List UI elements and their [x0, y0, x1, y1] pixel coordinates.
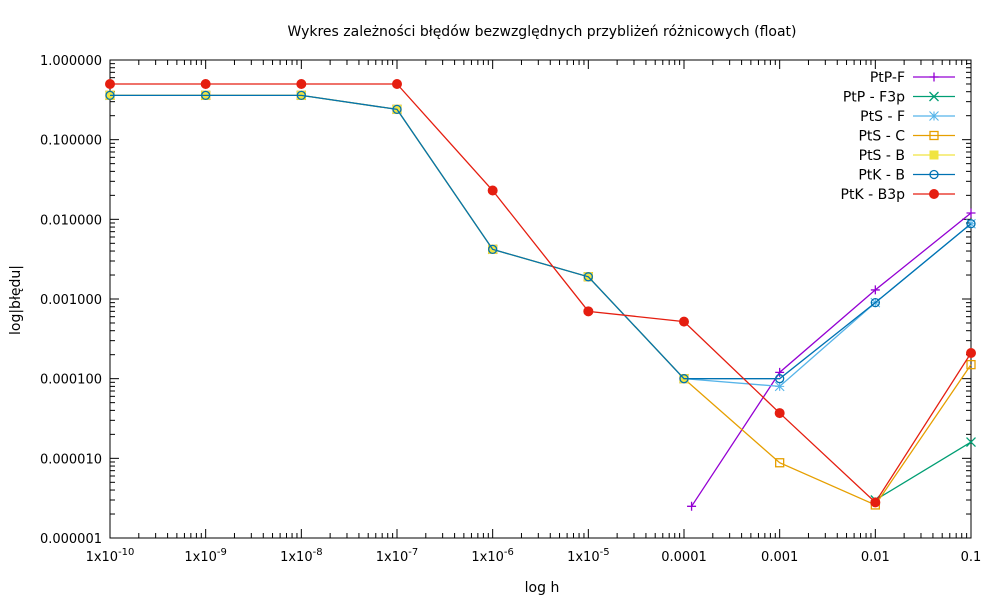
legend-item: PtK - B3p — [841, 187, 955, 203]
series-group — [105, 78, 976, 511]
x-tick-base: 0.0001 — [661, 550, 707, 565]
legend: PtP-F PtP - F3p PtS - F PtS - C PtS - B PtK -… — [841, 70, 955, 203]
data-point — [392, 78, 402, 89]
data-point — [774, 381, 785, 392]
x-tick-label: 1x10-5 — [567, 547, 610, 565]
data-point — [870, 297, 880, 308]
axes: 1.000000 0.100000 0.010000 0.001000 0.000100… — [40, 54, 981, 565]
series-line — [110, 94, 972, 380]
x-tick-label: 0.001 — [761, 550, 798, 565]
x-tick-label: 1x10-10 — [86, 547, 135, 565]
data-point — [488, 244, 498, 254]
x-tick-base: 1x10 — [184, 550, 217, 565]
legend-marker — [929, 72, 939, 82]
data-point — [583, 306, 594, 317]
data-point — [775, 458, 785, 468]
x-tick-label: 1x10-7 — [376, 547, 419, 565]
x-tick-label: 1x10-9 — [184, 547, 227, 565]
legend-item: PtS - C — [858, 129, 955, 145]
x-tick-label: 1x10-6 — [471, 547, 513, 565]
data-point — [583, 272, 593, 282]
data-point — [966, 218, 976, 229]
data-point — [201, 90, 211, 100]
chart-title: Wykres zależności błędów bezwzględnych p… — [287, 24, 796, 40]
legend-item: PtK - B — [858, 168, 955, 184]
legend-label: PtK - B — [858, 168, 905, 184]
x-tick-label: 1x10-8 — [280, 547, 323, 565]
legend-label: PtS - F — [860, 109, 905, 125]
data-point — [392, 104, 402, 115]
series-ptk-b — [105, 90, 976, 384]
data-point — [966, 208, 976, 218]
data-point — [296, 90, 306, 100]
x-tick-exponent: -5 — [600, 547, 610, 558]
x-tick-exponent: -7 — [408, 547, 418, 558]
x-tick-base: 0.1 — [961, 550, 982, 565]
x-tick-base: 0.001 — [761, 550, 798, 565]
y-tick-label: 0.001000 — [40, 293, 102, 308]
legend-label: PtS - C — [858, 129, 905, 145]
data-point — [775, 367, 785, 377]
data-point — [687, 501, 697, 511]
data-point — [775, 374, 785, 384]
legend-marker — [929, 111, 939, 121]
y-tick-label: 0.000001 — [40, 532, 102, 547]
x-tick-exponent: -8 — [313, 547, 323, 558]
data-point — [200, 78, 211, 89]
x-tick-base: 1x10 — [567, 550, 600, 565]
legend-marker — [929, 150, 939, 160]
y-tick-label: 0.010000 — [40, 213, 102, 228]
legend-item: PtP - F3p — [843, 90, 955, 106]
data-point — [966, 219, 976, 229]
data-point — [679, 316, 689, 327]
x-tick-base: 1x10 — [376, 550, 409, 565]
legend-marker — [929, 130, 939, 141]
y-tick-label: 0.100000 — [40, 134, 102, 149]
data-point — [105, 78, 115, 89]
series-ptp-f — [687, 208, 976, 511]
x-tick-exponent: -10 — [118, 547, 134, 558]
data-point — [870, 285, 880, 295]
legend-label: PtP-F — [870, 70, 905, 86]
data-point — [679, 374, 689, 384]
legend-marker — [929, 91, 939, 102]
x-tick-base: 1x10 — [280, 550, 313, 565]
x-tick-base: 0.01 — [861, 550, 890, 565]
y-tick-label: 0.000010 — [40, 452, 102, 467]
data-point — [966, 347, 976, 358]
x-axis-label: log h — [525, 580, 560, 596]
legend-item: PtP-F — [870, 70, 955, 86]
x-tick-label: 0.01 — [861, 550, 890, 565]
x-tick-base: 1x10 — [471, 550, 504, 565]
series-line — [110, 83, 972, 504]
series-line — [874, 441, 972, 501]
data-point — [870, 497, 881, 508]
legend-marker — [929, 189, 939, 199]
x-tick-label: 0.0001 — [661, 550, 707, 565]
data-point — [487, 185, 498, 196]
data-point — [966, 437, 976, 448]
x-tick-label: 0.1 — [961, 550, 982, 565]
series-line — [691, 212, 972, 507]
y-tick-label: 0.000100 — [40, 373, 102, 388]
legend-label: PtK - B3p — [841, 187, 906, 203]
data-point — [105, 90, 115, 100]
legend-marker — [929, 169, 939, 180]
x-tick-exponent: -6 — [504, 547, 514, 558]
data-point — [296, 78, 307, 89]
y-tick-label: 1.000000 — [40, 54, 102, 69]
x-tick-base: 1x10 — [86, 550, 119, 565]
y-axis-label: log|błędu| — [8, 265, 24, 335]
legend-item: PtS - B — [859, 148, 955, 164]
series-ptk-b3p — [105, 78, 976, 508]
data-point — [774, 408, 785, 419]
legend-item: PtS - F — [860, 109, 955, 125]
data-point — [966, 359, 976, 370]
legend-label: PtP - F3p — [843, 90, 905, 106]
legend-label: PtS - B — [859, 148, 905, 164]
x-tick-exponent: -9 — [217, 547, 227, 558]
